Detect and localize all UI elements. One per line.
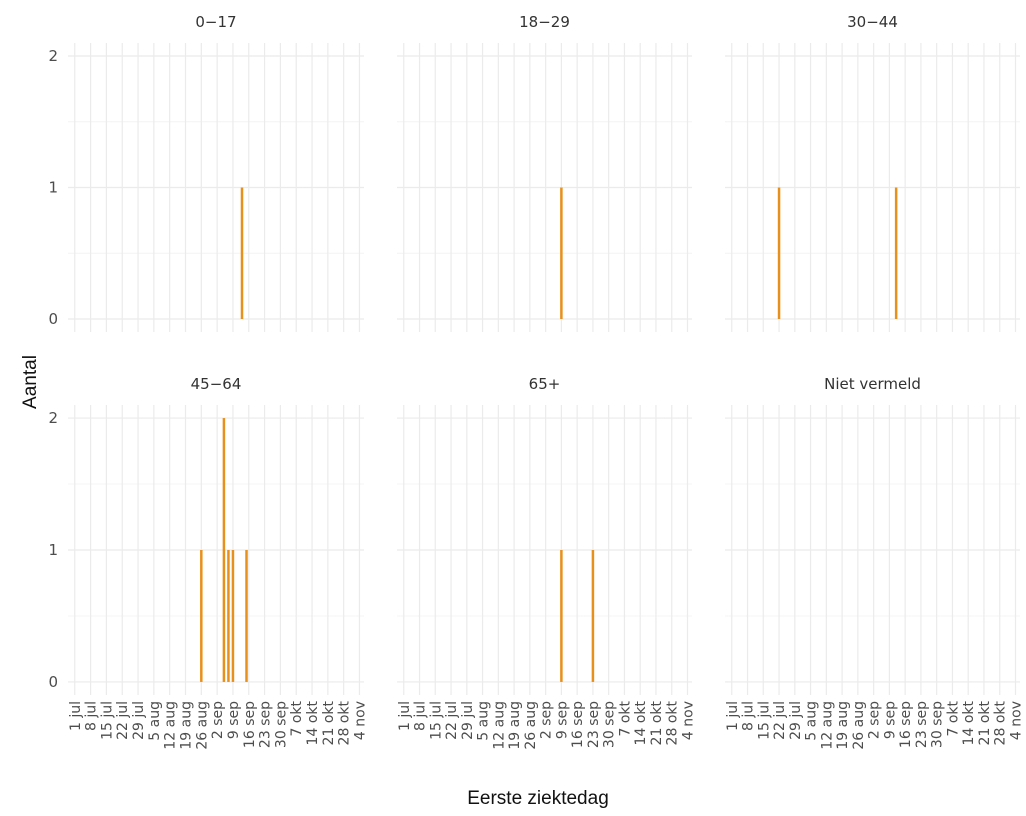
panel: 65+ 1 jul 8 jul 15 jul 22 jul 29 jul 5 aug 12 a…: [397, 375, 697, 750]
x-tick-label: 15 jul: [756, 701, 772, 740]
x-tick-label: 16 sep: [242, 701, 258, 748]
panel: 30−44: [725, 13, 1020, 332]
bar: [591, 550, 595, 682]
x-tick-label: 21 okt: [321, 701, 337, 746]
x-tick-label: 9 sep: [882, 701, 898, 739]
x-tick-label: 12 aug: [819, 701, 835, 750]
panel: 0−17 0 1 2: [48, 13, 364, 332]
x-tick-label: 14 okt: [961, 701, 977, 746]
y-tick-label: 0: [48, 673, 58, 691]
x-tick-label: 23 sep: [258, 701, 274, 748]
bar: [231, 550, 235, 682]
x-tick-label: 16 sep: [898, 701, 914, 748]
x-tick-label: 7 okt: [289, 701, 305, 737]
x-tick-label: 12 aug: [491, 701, 507, 750]
bar: [200, 550, 203, 682]
x-tick-label: 29 jul: [131, 701, 147, 740]
y-axis-title: Aantal: [20, 355, 41, 409]
x-tick-label: 30 sep: [930, 701, 946, 748]
x-tick-label: 23 sep: [914, 701, 930, 748]
panel-title: 65+: [529, 375, 561, 393]
y-tick-label: 1: [48, 541, 58, 559]
x-tick-label: 7 okt: [945, 701, 961, 737]
x-tick-label: 1 jul: [397, 701, 413, 731]
x-tick-label: 4 nov: [1008, 701, 1024, 740]
x-tick-label: 29 jul: [788, 701, 804, 740]
x-tick-label: 12 aug: [163, 701, 179, 750]
x-tick-label: 19 aug: [507, 701, 523, 750]
x-tick-label: 5 aug: [804, 701, 820, 741]
x-tick-label: 26 aug: [523, 701, 539, 750]
x-tick-label: 14 okt: [633, 701, 649, 746]
x-tick-label: 22 jul: [115, 701, 131, 740]
x-tick-label: 23 sep: [586, 701, 602, 748]
bar: [245, 550, 248, 682]
x-tick-label: 4 nov: [352, 701, 368, 740]
bar: [560, 187, 563, 319]
y-tick-label: 2: [48, 47, 58, 65]
x-tick-label: 30 sep: [273, 701, 289, 748]
bar: [222, 418, 226, 682]
x-tick-label: 22 jul: [772, 701, 788, 740]
panel-title: 18−29: [519, 13, 570, 31]
x-tick-label: 30 sep: [602, 701, 618, 748]
bar: [240, 187, 244, 319]
x-tick-label: 8 jul: [84, 701, 100, 731]
x-tick-label: 9 sep: [226, 701, 242, 739]
panel: 45−64 0 1 2 1 jul 8 jul 15 jul 22 jul 29 jul 5 au…: [48, 375, 368, 750]
bar: [227, 550, 230, 682]
x-tick-label: 8 jul: [741, 701, 757, 731]
x-tick-label: 5 aug: [476, 701, 492, 741]
panel: 18−29: [397, 13, 692, 332]
x-tick-label: 5 aug: [147, 701, 163, 741]
bar: [894, 187, 898, 319]
x-tick-label: 15 jul: [99, 701, 115, 740]
bar: [777, 187, 781, 319]
x-tick-label: 8 jul: [413, 701, 429, 731]
panel: Niet vermeld 1 jul 8 jul 15 jul 22 jul 29 jul…: [725, 375, 1025, 750]
x-tick-label: 15 jul: [428, 701, 444, 740]
x-tick-label: 9 sep: [554, 701, 570, 739]
y-tick-label: 0: [48, 310, 58, 328]
x-tick-label: 2 sep: [539, 701, 555, 739]
x-tick-label: 14 okt: [305, 701, 321, 746]
x-tick-label: 28 okt: [665, 701, 681, 746]
x-tick-label: 2 sep: [210, 701, 226, 739]
x-tick-label: 28 okt: [993, 701, 1009, 746]
y-tick-label: 1: [48, 179, 58, 197]
x-tick-label: 21 okt: [977, 701, 993, 746]
x-tick-label: 4 nov: [680, 701, 696, 740]
x-tick-label: 16 sep: [570, 701, 586, 748]
y-tick-label: 2: [48, 409, 58, 427]
x-tick-label: 28 okt: [337, 701, 353, 746]
panel-title: 30−44: [847, 13, 898, 31]
x-tick-label: 1 jul: [725, 701, 741, 731]
x-tick-label: 2 sep: [867, 701, 883, 739]
x-tick-label: 29 jul: [460, 701, 476, 740]
x-tick-label: 21 okt: [649, 701, 665, 746]
panel-title: 45−64: [191, 375, 242, 393]
panel-title: Niet vermeld: [824, 375, 921, 393]
x-tick-label: 26 aug: [194, 701, 210, 750]
x-tick-label: 1 jul: [68, 701, 84, 731]
panel-title: 0−17: [195, 13, 236, 31]
x-tick-label: 22 jul: [444, 701, 460, 740]
bar: [560, 550, 563, 682]
x-tick-label: 19 aug: [835, 701, 851, 750]
x-tick-label: 26 aug: [851, 701, 867, 750]
x-axis-title: Eerste ziektedag: [467, 788, 609, 809]
x-tick-label: 19 aug: [178, 701, 194, 750]
x-tick-label: 7 okt: [617, 701, 633, 737]
